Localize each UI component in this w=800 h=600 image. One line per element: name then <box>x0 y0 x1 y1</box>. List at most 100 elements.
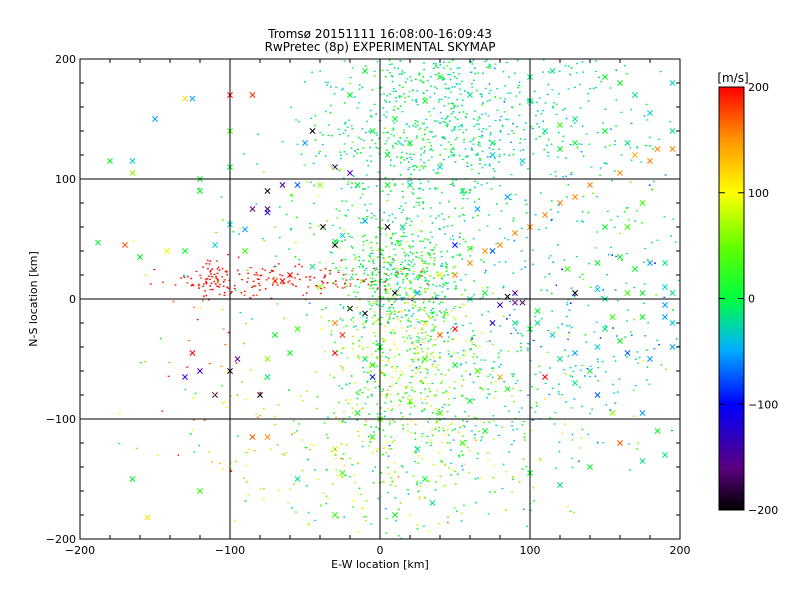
data-point-dot <box>292 284 295 286</box>
data-point-dot <box>412 89 414 92</box>
data-point-dot <box>407 95 410 98</box>
data-point-dot <box>213 280 215 283</box>
data-point-dot <box>563 259 566 261</box>
data-point-dot <box>434 65 437 68</box>
data-point-dot <box>376 450 378 452</box>
data-point-dot <box>386 268 389 270</box>
data-point-x <box>594 286 601 293</box>
data-point-dot <box>629 469 631 471</box>
data-point-dot <box>441 265 444 267</box>
data-point-dot <box>426 347 429 350</box>
data-point-dot <box>433 252 436 255</box>
data-point-dot <box>520 349 523 352</box>
data-point-dot <box>458 154 461 157</box>
data-point-x <box>197 368 203 374</box>
data-point-dot <box>524 439 526 441</box>
data-point-dot <box>382 281 385 283</box>
data-point-dot <box>382 372 385 375</box>
data-point-dot <box>499 119 501 121</box>
data-point-dot <box>435 428 437 430</box>
data-point-dot <box>277 263 280 265</box>
data-point-dot <box>343 177 345 180</box>
data-point-dot <box>579 107 582 109</box>
data-point-dot <box>499 139 501 141</box>
data-point-dot <box>451 86 454 88</box>
data-point-dot <box>404 259 407 262</box>
data-point-x <box>287 272 293 278</box>
data-point-x <box>549 332 556 338</box>
data-point-dot <box>613 170 616 172</box>
data-point-dot <box>413 291 415 294</box>
data-point-dot <box>398 508 400 511</box>
data-point-dot <box>426 79 429 82</box>
data-point-dot <box>512 217 515 220</box>
data-point-dot <box>515 95 518 97</box>
data-point-x <box>422 98 428 104</box>
data-point-dot <box>504 85 507 87</box>
data-point-dot <box>340 443 343 445</box>
data-point-dot <box>636 447 638 450</box>
data-point-dot <box>592 87 595 90</box>
data-point-dot <box>439 202 441 204</box>
data-point-x <box>572 140 578 146</box>
data-point-dot <box>172 300 175 303</box>
data-point-dot <box>419 240 422 243</box>
data-point-dot <box>571 433 574 436</box>
data-point-dot <box>387 407 389 410</box>
data-point-dot <box>532 486 535 489</box>
data-point-x <box>354 410 361 416</box>
data-point-dot <box>539 192 542 194</box>
data-point-x <box>534 320 541 326</box>
data-point-dot <box>381 390 384 393</box>
data-point-dot <box>360 151 362 154</box>
data-point-dot <box>274 265 277 268</box>
data-point-dot <box>162 281 164 284</box>
data-point-x <box>557 146 563 152</box>
data-point-dot <box>565 157 567 159</box>
data-point-x <box>482 428 488 434</box>
data-point-dot <box>359 196 362 199</box>
data-point-dot <box>294 255 297 258</box>
data-point-dot <box>422 301 425 304</box>
data-point-dot <box>474 72 476 75</box>
data-point-dot <box>548 273 551 275</box>
data-point-dot <box>604 325 606 327</box>
data-point-dot <box>473 125 476 128</box>
data-point-dot <box>353 175 355 177</box>
data-point-dot <box>397 107 399 110</box>
data-point-dot <box>359 221 362 224</box>
data-point-dot <box>368 371 371 374</box>
data-point-dot <box>375 350 377 353</box>
data-point-dot <box>416 278 419 281</box>
data-point-dot <box>488 421 491 424</box>
data-point-dot <box>283 454 286 456</box>
data-point-dot <box>456 83 458 85</box>
data-point-x <box>512 230 518 236</box>
data-point-dot <box>527 347 529 350</box>
data-point-dot <box>453 316 455 319</box>
data-point-dot <box>387 455 390 458</box>
data-point-dot <box>441 380 443 382</box>
data-point-dot <box>413 168 416 171</box>
x-tick-label: −100 <box>215 544 245 557</box>
data-point-dot <box>358 345 361 347</box>
data-point-dot <box>482 72 484 75</box>
data-point-dot <box>259 289 261 291</box>
data-point-x <box>624 140 631 146</box>
data-point-dot <box>436 274 439 276</box>
data-point-dot <box>324 267 327 270</box>
data-point-x <box>399 224 406 230</box>
data-point-dot <box>389 263 391 265</box>
data-point-dot <box>528 98 531 101</box>
data-point-dot <box>344 282 346 285</box>
data-point-dot <box>230 470 233 473</box>
y-axis-label: N-S location [km] <box>27 251 40 347</box>
data-point-dot <box>302 294 305 297</box>
data-point-dot <box>408 125 411 128</box>
data-point-dot <box>437 171 440 174</box>
data-point-dot <box>340 168 342 170</box>
data-point-dot <box>452 266 455 269</box>
data-point-dot <box>500 210 503 213</box>
data-point-dot <box>558 450 561 453</box>
data-point-x <box>144 514 151 521</box>
